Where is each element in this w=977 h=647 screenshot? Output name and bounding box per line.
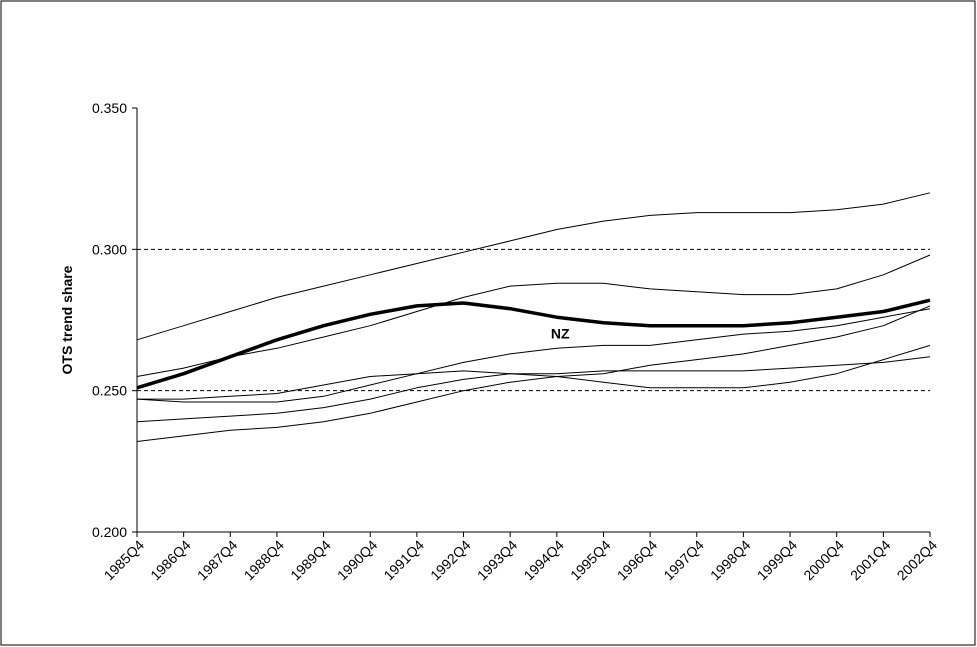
y-tick-label: 0.350 [92, 100, 127, 116]
series-line [136, 356, 931, 423]
series-line [137, 344, 931, 400]
y-tick-label: 0.200 [92, 524, 127, 540]
series-line [136, 298, 931, 390]
y-axis-label: OTS trend share [59, 265, 75, 374]
series-annotation: NZ [551, 326, 570, 342]
series-line [136, 308, 931, 403]
y-tick-label: 0.250 [92, 383, 127, 399]
series-line [136, 192, 931, 341]
series-line [136, 305, 931, 442]
series-line [136, 254, 931, 377]
y-tick-label: 0.300 [92, 241, 127, 257]
